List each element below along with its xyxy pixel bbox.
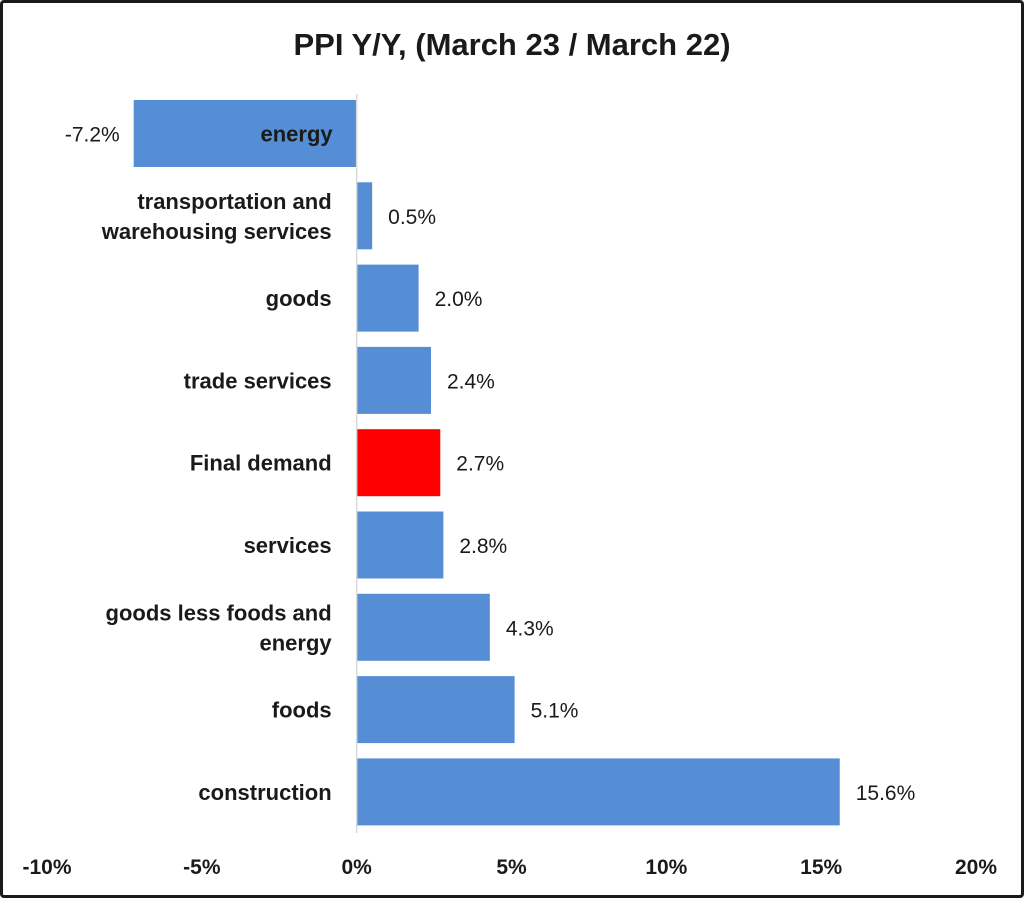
category-label: Final demand xyxy=(190,451,332,476)
bar-4 xyxy=(356,429,441,497)
x-tick-label: -10% xyxy=(22,856,71,879)
data-label: 4.3% xyxy=(506,617,554,640)
x-tick-label: -5% xyxy=(183,856,221,879)
bar-5 xyxy=(356,511,444,579)
category-label: foods xyxy=(272,698,332,723)
x-tick-label: 5% xyxy=(496,856,527,879)
data-label: 2.4% xyxy=(447,370,495,393)
data-label: 15.6% xyxy=(856,782,916,805)
x-tick-label: 10% xyxy=(645,856,687,879)
category-label: services xyxy=(244,533,332,558)
bar-8 xyxy=(356,758,840,826)
category-label: goods xyxy=(266,286,332,311)
category-label: warehousing services xyxy=(101,219,332,244)
data-label: 0.5% xyxy=(388,206,436,229)
bar-0 xyxy=(133,100,357,167)
data-label: 5.1% xyxy=(531,700,579,723)
category-label: construction xyxy=(198,780,331,805)
x-tick-label: 15% xyxy=(800,856,842,879)
category-label: trade services xyxy=(184,368,332,393)
bar-1 xyxy=(356,182,373,250)
data-label: 2.7% xyxy=(456,453,504,476)
data-label: -7.2% xyxy=(65,124,120,147)
bar-6 xyxy=(356,593,490,661)
category-label: energy xyxy=(260,630,333,655)
chart-title: PPI Y/Y, (March 23 / March 22) xyxy=(293,27,730,62)
data-label: 2.0% xyxy=(435,288,483,311)
x-tick-label: 0% xyxy=(341,856,372,879)
category-label: goods less foods and xyxy=(106,600,332,625)
bar-2 xyxy=(356,264,419,332)
bar-7 xyxy=(356,676,515,744)
bar-3 xyxy=(356,346,431,414)
category-label: energy xyxy=(261,122,334,147)
data-label: 2.8% xyxy=(459,535,507,558)
category-label: transportation and xyxy=(137,189,331,214)
x-tick-label: 20% xyxy=(955,856,997,879)
